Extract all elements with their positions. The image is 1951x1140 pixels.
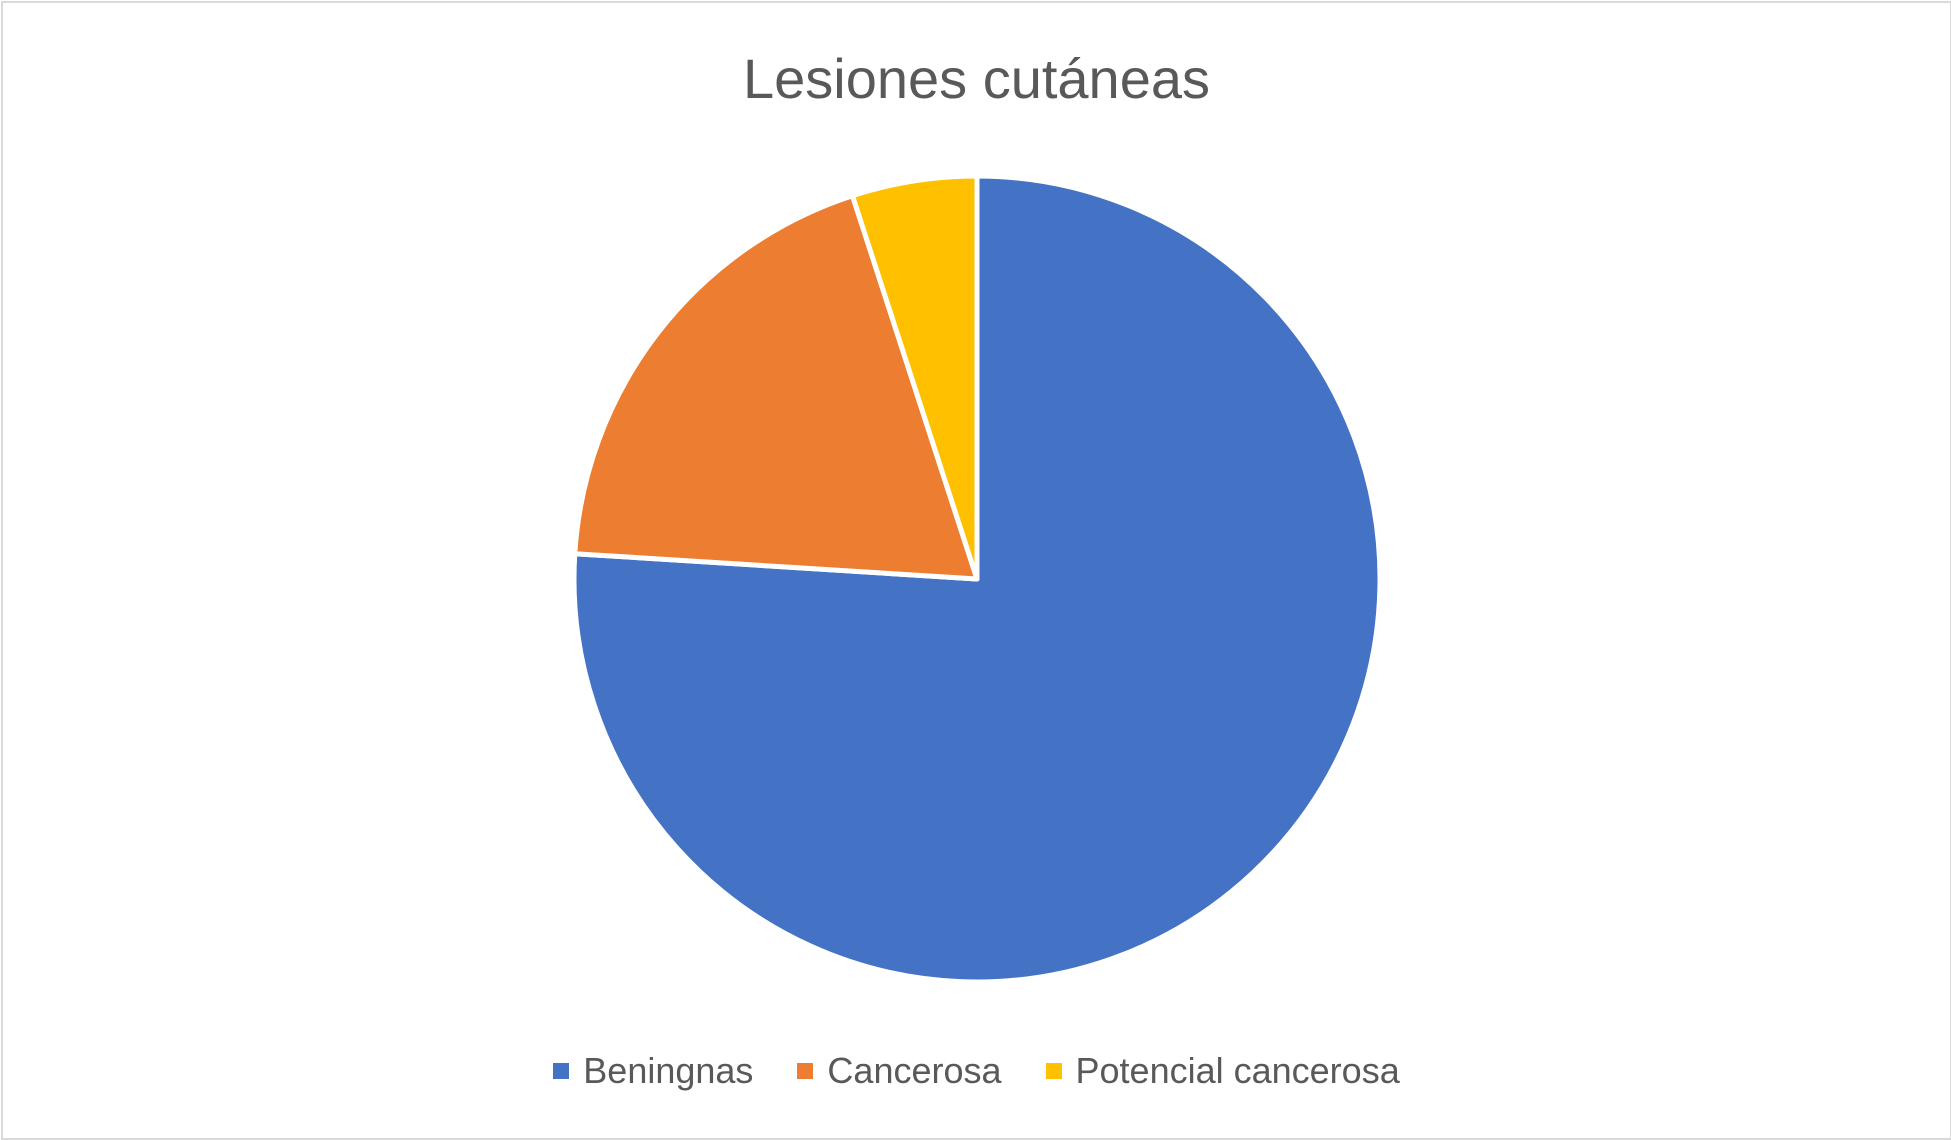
legend-swatch-cancerosa <box>797 1063 814 1079</box>
legend-swatch-beningnas <box>553 1063 570 1079</box>
legend-label-beningnas: Beningnas <box>583 1050 754 1091</box>
pie-slice-potencial-cancerosa <box>849 173 980 582</box>
legend-item-cancerosa: Cancerosa <box>797 1047 1002 1095</box>
legend: Beningnas Cancerosa Potencial cancerosa <box>3 1047 1950 1095</box>
legend-swatch-potencial-cancerosa <box>1045 1063 1062 1079</box>
legend-label-potencial-cancerosa: Potencial cancerosa <box>1075 1050 1400 1091</box>
pie-slices <box>571 173 1383 985</box>
pie-chart <box>571 173 1383 985</box>
chart-title: Lesiones cutáneas <box>742 47 1210 110</box>
legend-label-cancerosa: Cancerosa <box>827 1050 1002 1091</box>
legend-item-beningnas: Beningnas <box>553 1047 753 1095</box>
pie-slice-cancerosa <box>572 193 980 582</box>
legend-item-potencial-cancerosa: Potencial cancerosa <box>1045 1047 1400 1095</box>
